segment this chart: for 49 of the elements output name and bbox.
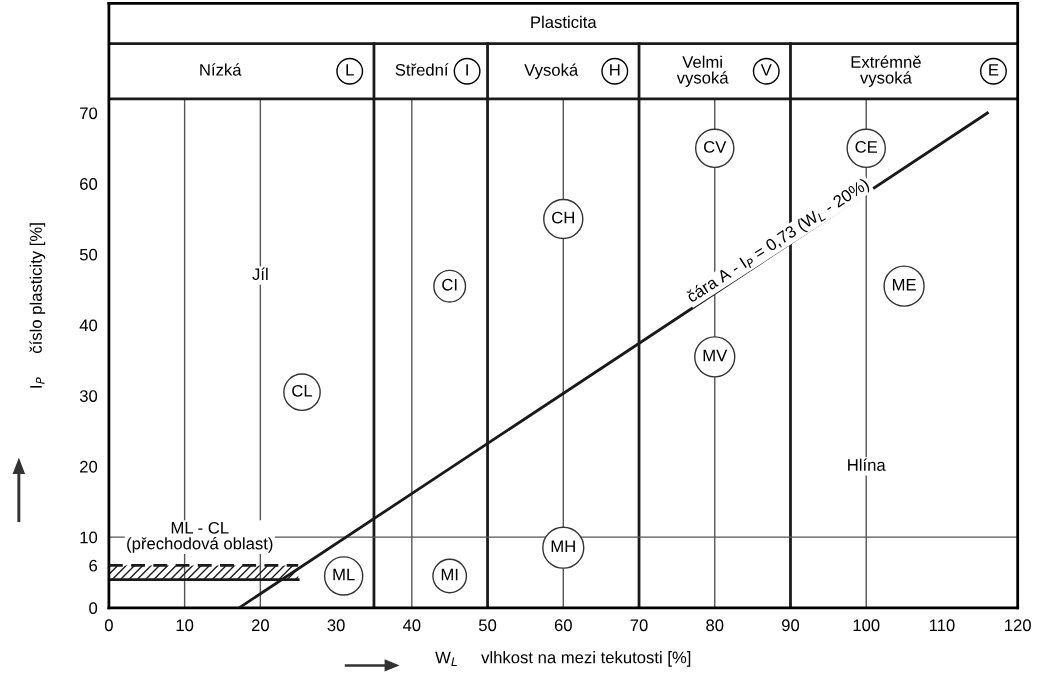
x-tick-label: 90: [782, 619, 800, 632]
annotation: Střední: [395, 63, 449, 76]
y-tick-label: 40: [79, 319, 98, 332]
annotation: ML: [333, 568, 355, 581]
annotation: MV: [703, 349, 728, 362]
x-tick-label: 30: [327, 619, 345, 632]
annotation: Vysoká: [524, 63, 579, 80]
annotation: CL: [292, 384, 313, 397]
y-tick-label: 50: [79, 248, 98, 261]
y-tick-label: 10: [80, 531, 98, 544]
x-tick-label: 40: [402, 619, 421, 632]
y-tick-label: 20: [80, 460, 98, 473]
y-tick-label: 0: [89, 602, 98, 614]
annotation: H: [610, 64, 620, 76]
annotation: Nízká: [200, 63, 242, 76]
annotation: CI: [442, 278, 457, 291]
x-tick-label: 10: [176, 619, 194, 632]
annotation: Extrémně vysoká: [851, 55, 921, 87]
x-tick-label: 120: [1005, 619, 1031, 632]
y-tick-label: 70: [80, 107, 98, 120]
x-tick-label: 60: [554, 619, 572, 632]
annotation: Plasticita: [531, 15, 597, 29]
x-tick-label: 100: [853, 619, 880, 632]
annotation: E: [989, 64, 999, 76]
annotation: Hlína: [848, 458, 886, 471]
text: W$_{L}$ vlhkost na mezi tekutosti [%]: [435, 651, 691, 667]
annotation: ML - CL (přechodová oblast): [127, 521, 273, 553]
annotation: L: [346, 64, 354, 76]
y-tick-label: 60: [80, 178, 98, 190]
x-tick-label: 70: [630, 619, 648, 632]
annotation: CH: [552, 211, 574, 224]
x-tick-label: 80: [706, 619, 724, 632]
x-tick-label: 20: [251, 619, 269, 632]
annotation: Jíl: [252, 267, 268, 281]
annotation: V: [760, 64, 772, 76]
annotation: CV: [704, 141, 727, 153]
annotation: MI: [441, 568, 458, 581]
annotation: I: [466, 64, 468, 76]
annotation: MH: [551, 540, 575, 553]
x-tick-label: 0: [104, 619, 113, 632]
annotation: ME: [892, 279, 916, 291]
text: I$_{P}$ číslo plasticity [%]: [29, 223, 46, 388]
annotation: čára A - I$_{P}$ = 0,73 (W$_{L}$ - 20%): [685, 177, 872, 306]
y-tick-label: 30: [79, 390, 98, 402]
annotation: CE: [855, 141, 878, 153]
y-tick-label: 6: [89, 559, 98, 572]
x-tick-label: 50: [478, 619, 497, 632]
annotation: Velmi vysoká: [676, 55, 729, 87]
x-tick-label: 110: [929, 619, 955, 632]
